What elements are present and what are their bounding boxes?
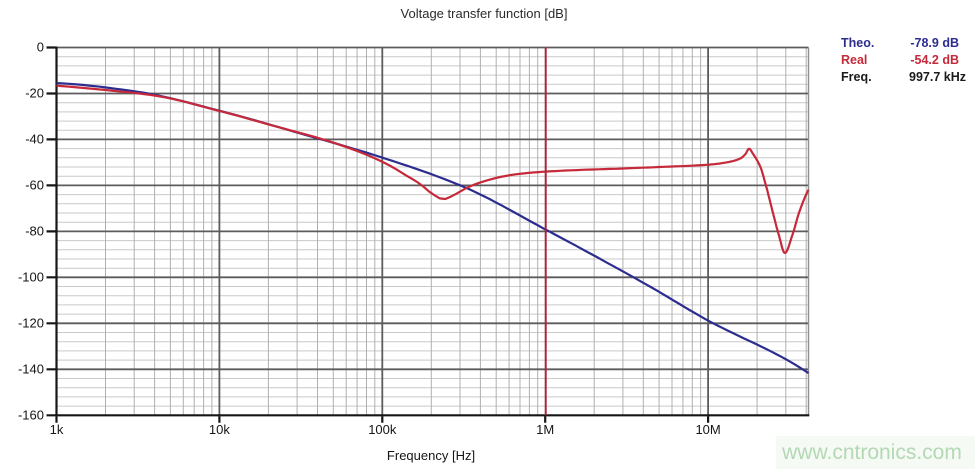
- svg-text:-20: -20: [25, 86, 44, 101]
- svg-text:-78.9 dB: -78.9 dB: [910, 36, 959, 50]
- svg-text:1k: 1k: [50, 422, 64, 437]
- svg-text:997.7 kHz: 997.7 kHz: [909, 70, 966, 84]
- svg-text:10M: 10M: [695, 422, 720, 437]
- svg-text:-120: -120: [18, 315, 44, 330]
- svg-text:www.cntronics.com: www.cntronics.com: [781, 441, 962, 464]
- svg-text:-54.2 dB: -54.2 dB: [910, 53, 959, 67]
- svg-text:-160: -160: [18, 407, 44, 422]
- svg-text:-40: -40: [25, 131, 44, 146]
- svg-text:100k: 100k: [368, 422, 397, 437]
- svg-text:10k: 10k: [209, 422, 230, 437]
- svg-text:Frequency [Hz]: Frequency [Hz]: [387, 448, 475, 463]
- svg-text:Real: Real: [841, 53, 867, 67]
- svg-text:Theo.: Theo.: [841, 36, 874, 50]
- svg-text:Voltage transfer function [dB]: Voltage transfer function [dB]: [401, 6, 568, 21]
- svg-text:Freq.: Freq.: [841, 70, 872, 84]
- svg-text:1M: 1M: [536, 422, 554, 437]
- svg-text:0: 0: [37, 40, 44, 55]
- svg-text:-100: -100: [18, 269, 44, 284]
- svg-text:-140: -140: [18, 361, 44, 376]
- svg-text:-60: -60: [25, 177, 44, 192]
- svg-text:-80: -80: [25, 223, 44, 238]
